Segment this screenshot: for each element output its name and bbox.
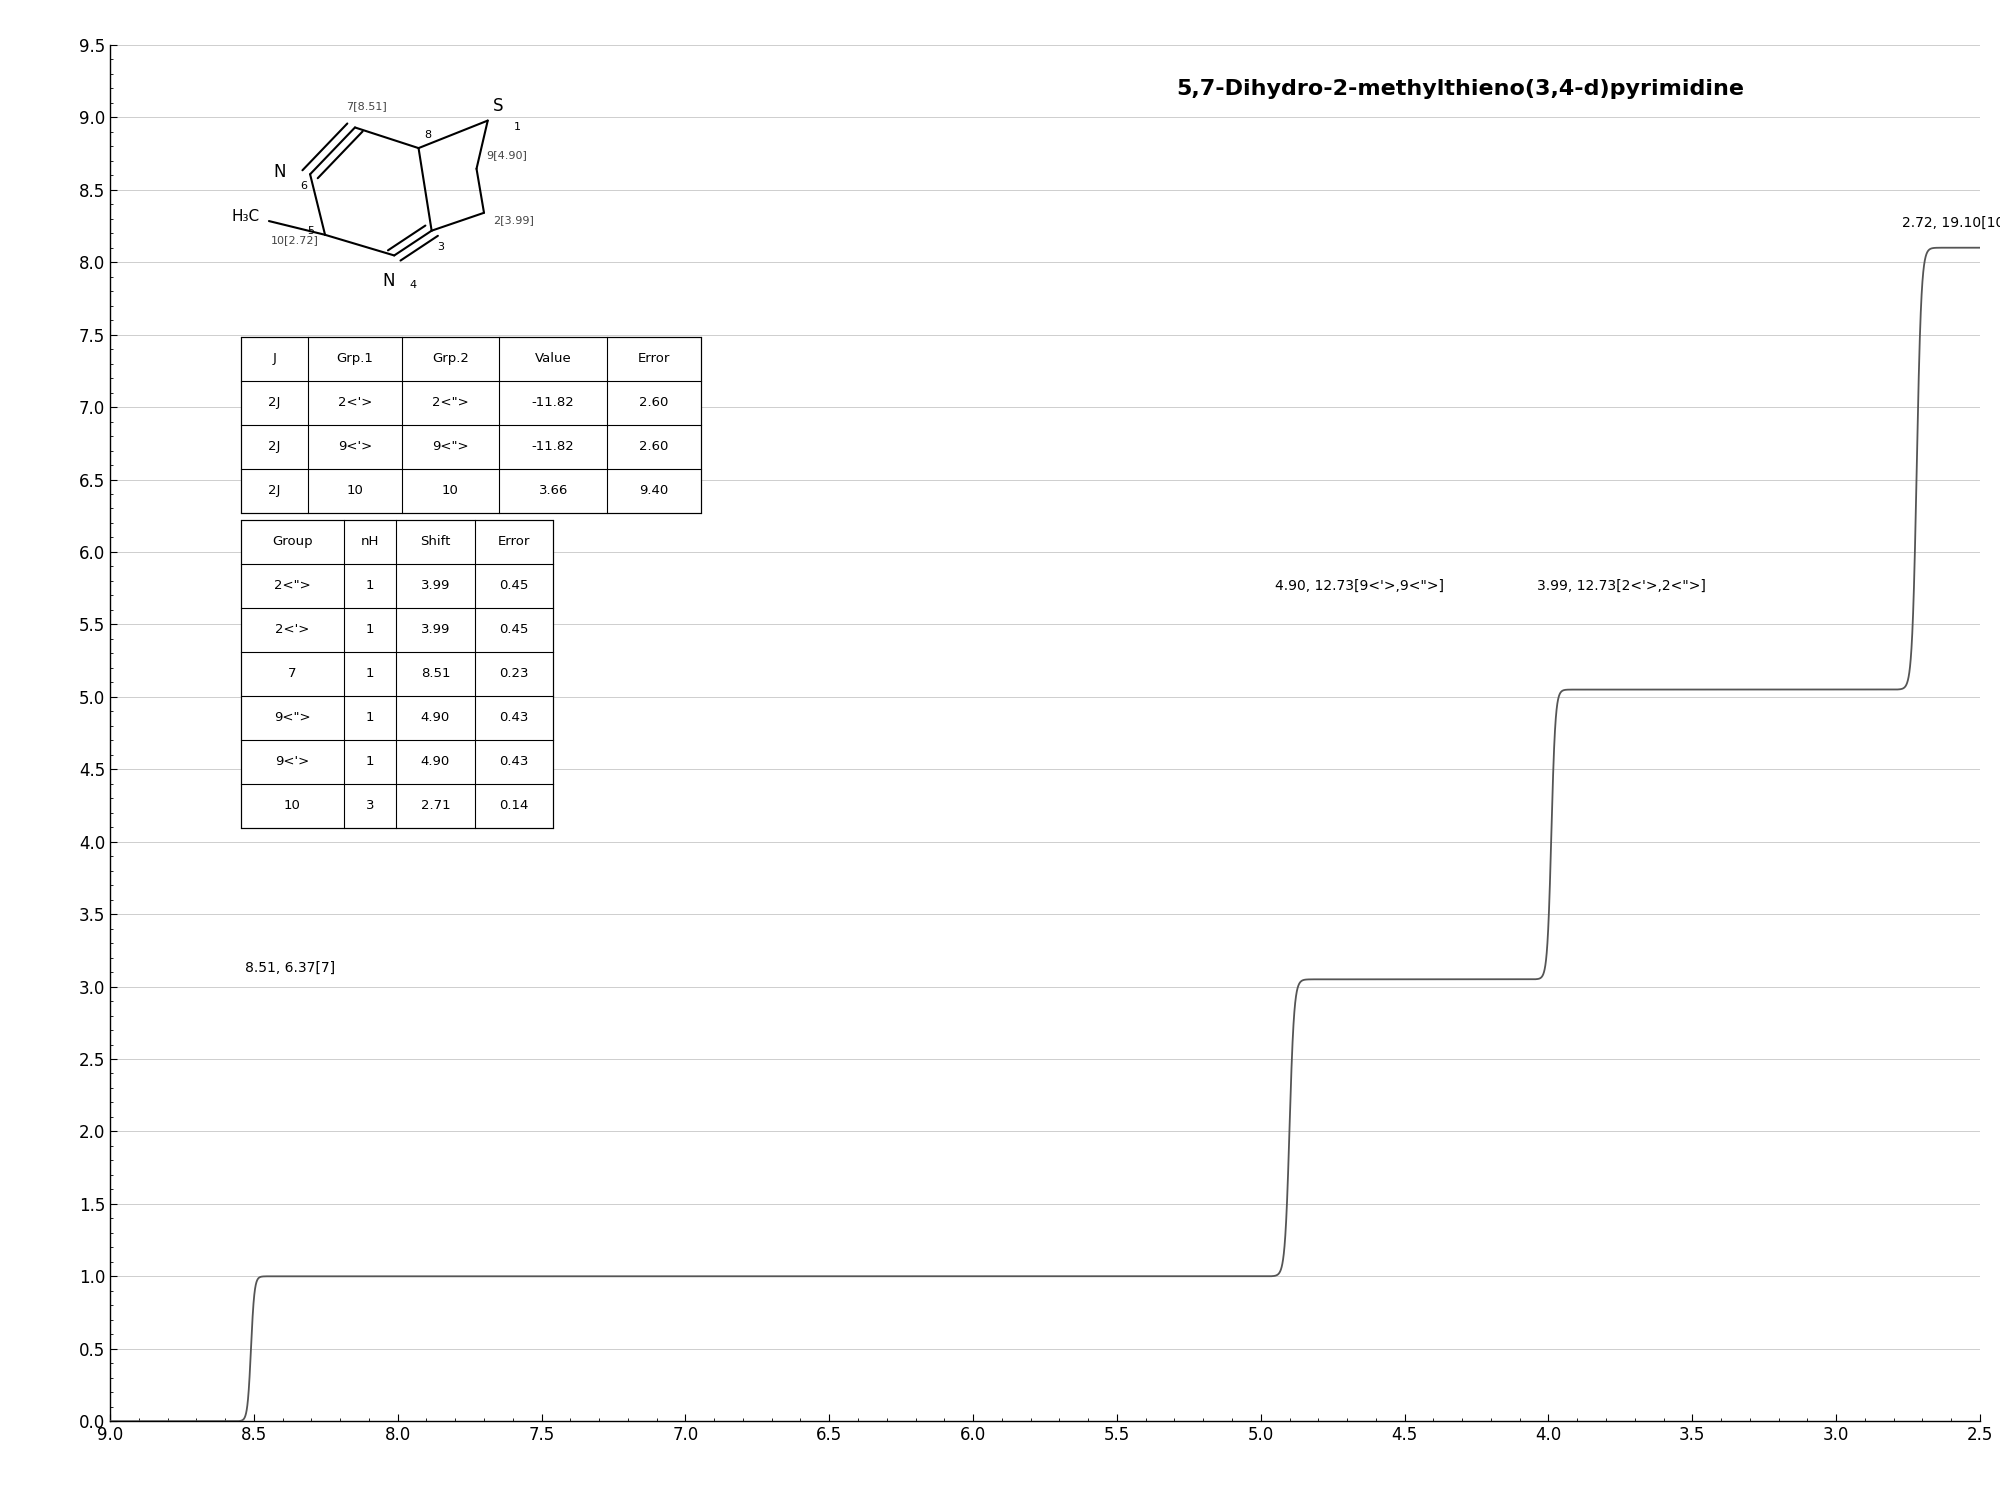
Text: 2J: 2J [268,440,280,453]
Text: 1: 1 [366,712,374,724]
Text: Error: Error [498,536,530,548]
Text: 7: 7 [288,667,296,681]
Text: 1: 1 [366,624,374,636]
Text: H₃C: H₃C [232,209,260,224]
Text: 2<'>: 2<'> [338,396,372,410]
Text: 3.66: 3.66 [538,485,568,497]
Text: 1: 1 [366,579,374,592]
Text: 9.40: 9.40 [640,485,668,497]
Text: 3.99: 3.99 [420,624,450,636]
Text: 2.71: 2.71 [420,799,450,812]
Text: 8.51: 8.51 [420,667,450,681]
Text: 2.60: 2.60 [640,396,668,410]
Text: 9<'>: 9<'> [276,755,310,769]
Text: 2.72, 19.10[10]: 2.72, 19.10[10] [1902,217,2000,230]
Text: 10: 10 [442,485,458,497]
Text: 4.90: 4.90 [420,712,450,724]
Text: 9<">: 9<"> [274,712,310,724]
Text: 3.99, 12.73[2<'>,2<">]: 3.99, 12.73[2<'>,2<">] [1536,579,1706,592]
Text: N: N [274,163,286,181]
Bar [240,519,554,827]
Text: 4.90, 12.73[9<'>,9<">]: 4.90, 12.73[9<'>,9<">] [1276,579,1444,592]
Text: 2<">: 2<"> [432,396,468,410]
Text: J: J [272,352,276,365]
Text: 0.45: 0.45 [500,579,528,592]
Text: 0.43: 0.43 [500,712,528,724]
Text: 3: 3 [438,242,444,251]
Text: 9[4.90]: 9[4.90] [486,151,526,160]
Text: 1: 1 [514,123,520,132]
Bar [240,337,700,513]
Text: 0.45: 0.45 [500,624,528,636]
Text: Grp.1: Grp.1 [336,352,374,365]
Text: Grp.2: Grp.2 [432,352,468,365]
Text: 9<'>: 9<'> [338,440,372,453]
Text: 6: 6 [300,181,308,191]
Text: 4.90: 4.90 [420,755,450,769]
Text: 9<">: 9<"> [432,440,468,453]
Text: -11.82: -11.82 [532,396,574,410]
Text: 7[8.51]: 7[8.51] [346,100,386,111]
Text: 2[3.99]: 2[3.99] [494,215,534,226]
Text: 10: 10 [346,485,364,497]
Text: 4: 4 [410,280,416,290]
Text: 8: 8 [424,130,432,139]
Text: 8.51, 6.37[7]: 8.51, 6.37[7] [246,960,336,975]
Text: 2J: 2J [268,485,280,497]
Text: 1: 1 [366,755,374,769]
Text: Shift: Shift [420,536,450,548]
Text: Group: Group [272,536,312,548]
Text: 2<">: 2<"> [274,579,310,592]
Text: 0.23: 0.23 [500,667,528,681]
Text: -11.82: -11.82 [532,440,574,453]
Text: 5: 5 [306,226,314,236]
Text: Value: Value [534,352,572,365]
Text: 2.60: 2.60 [640,440,668,453]
Text: Error: Error [638,352,670,365]
Text: 2J: 2J [268,396,280,410]
Text: S: S [494,97,504,115]
Text: 5,7-Dihydro-2-methylthieno(3,4-d)pyrimidine: 5,7-Dihydro-2-methylthieno(3,4-d)pyrimid… [1176,79,1744,99]
Text: 3.99: 3.99 [420,579,450,592]
Text: 0.43: 0.43 [500,755,528,769]
Text: nH: nH [360,536,380,548]
Text: 2<'>: 2<'> [276,624,310,636]
Text: 3: 3 [366,799,374,812]
Text: 1: 1 [366,667,374,681]
Text: 10: 10 [284,799,300,812]
Text: 10[2.72]: 10[2.72] [270,235,318,245]
Text: N: N [382,272,394,290]
Text: 0.14: 0.14 [500,799,528,812]
